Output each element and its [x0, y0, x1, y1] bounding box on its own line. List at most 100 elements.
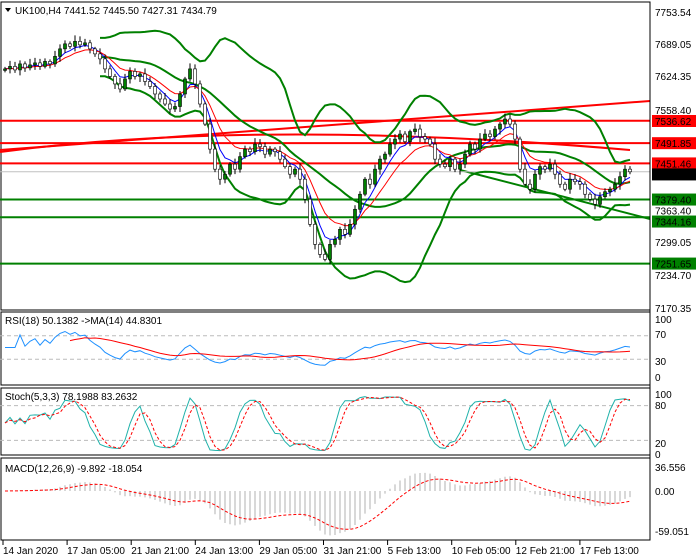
- candle-body[interactable]: [263, 146, 267, 155]
- candle-body[interactable]: [613, 183, 617, 190]
- candle-body[interactable]: [248, 148, 252, 152]
- candle-body[interactable]: [133, 71, 137, 77]
- candle-body[interactable]: [533, 173, 537, 190]
- candle-body[interactable]: [618, 176, 622, 185]
- candle-body[interactable]: [403, 133, 407, 142]
- candle-body[interactable]: [573, 178, 577, 182]
- candle-body[interactable]: [128, 71, 132, 80]
- candle-body[interactable]: [498, 123, 502, 130]
- candle-body[interactable]: [438, 158, 442, 165]
- candle-body[interactable]: [68, 43, 72, 47]
- candle-body[interactable]: [78, 41, 82, 46]
- candle-body[interactable]: [303, 178, 307, 200]
- candle-body[interactable]: [513, 123, 517, 140]
- candle-body[interactable]: [73, 41, 77, 47]
- candle-body[interactable]: [183, 78, 187, 95]
- candle-body[interactable]: [228, 163, 232, 175]
- candle-body[interactable]: [488, 133, 492, 137]
- candle-body[interactable]: [243, 148, 247, 157]
- candle-body[interactable]: [463, 153, 467, 165]
- candle-body[interactable]: [123, 78, 127, 90]
- dropdown-triangle-icon[interactable]: [5, 8, 11, 12]
- candle-body[interactable]: [538, 166, 542, 175]
- candle-body[interactable]: [628, 168, 632, 173]
- candle-body[interactable]: [523, 168, 527, 185]
- candle-body[interactable]: [308, 198, 312, 225]
- candle-body[interactable]: [258, 143, 262, 147]
- candle-body[interactable]: [48, 61, 52, 65]
- candle-body[interactable]: [468, 143, 472, 155]
- candle-body[interactable]: [368, 178, 372, 185]
- candle-body[interactable]: [108, 68, 112, 77]
- candle-body[interactable]: [373, 168, 377, 185]
- candle-body[interactable]: [283, 158, 287, 167]
- candle-body[interactable]: [83, 42, 87, 46]
- candle-body[interactable]: [358, 193, 362, 210]
- candle-body[interactable]: [253, 143, 257, 152]
- candle-body[interactable]: [378, 158, 382, 170]
- candle-body[interactable]: [18, 63, 22, 71]
- candle-body[interactable]: [298, 168, 302, 180]
- candle-body[interactable]: [103, 58, 107, 70]
- candle-body[interactable]: [53, 56, 57, 65]
- candle-body[interactable]: [453, 158, 457, 170]
- candle-body[interactable]: [118, 83, 122, 90]
- candle-body[interactable]: [343, 229, 347, 235]
- candle-body[interactable]: [583, 183, 587, 195]
- candle-body[interactable]: [93, 48, 97, 55]
- candle-body[interactable]: [138, 73, 142, 77]
- candle-body[interactable]: [458, 163, 462, 170]
- candle-body[interactable]: [88, 42, 92, 50]
- candle-body[interactable]: [203, 103, 207, 125]
- candle-body[interactable]: [603, 191, 607, 198]
- candle-body[interactable]: [423, 136, 427, 140]
- candle-body[interactable]: [353, 208, 357, 225]
- candle-body[interactable]: [333, 239, 337, 245]
- candle-body[interactable]: [388, 143, 392, 155]
- candle-body[interactable]: [23, 63, 27, 69]
- candle-body[interactable]: [623, 168, 627, 177]
- candle-body[interactable]: [238, 156, 242, 170]
- candle-body[interactable]: [168, 103, 172, 110]
- candle-body[interactable]: [338, 229, 342, 240]
- candle-body[interactable]: [553, 163, 557, 175]
- candle-body[interactable]: [473, 143, 477, 150]
- candle-body[interactable]: [418, 128, 422, 137]
- candle-body[interactable]: [8, 66, 12, 70]
- candle-body[interactable]: [58, 48, 62, 57]
- candle-body[interactable]: [433, 143, 437, 160]
- candle-body[interactable]: [3, 68, 7, 71]
- candle-body[interactable]: [213, 148, 217, 170]
- candle-body[interactable]: [13, 66, 17, 71]
- candle-body[interactable]: [408, 131, 412, 142]
- candle-body[interactable]: [113, 76, 117, 85]
- candle-body[interactable]: [178, 93, 182, 107]
- candle-body[interactable]: [518, 138, 522, 170]
- candle-body[interactable]: [288, 166, 292, 175]
- candle-body[interactable]: [563, 183, 567, 190]
- candle-body[interactable]: [153, 86, 157, 95]
- candle-body[interactable]: [478, 138, 482, 150]
- candle-body[interactable]: [33, 62, 37, 66]
- candle-body[interactable]: [428, 138, 432, 145]
- candle-body[interactable]: [278, 151, 282, 160]
- candle-body[interactable]: [188, 68, 192, 80]
- candle-body[interactable]: [608, 188, 612, 193]
- candle-body[interactable]: [493, 128, 497, 137]
- candle-body[interactable]: [218, 168, 222, 180]
- candle-body[interactable]: [208, 123, 212, 150]
- candle-body[interactable]: [443, 163, 447, 167]
- candle-body[interactable]: [193, 68, 197, 85]
- candle-body[interactable]: [483, 133, 487, 140]
- candle-body[interactable]: [233, 163, 237, 170]
- candle-body[interactable]: [148, 81, 152, 87]
- candle-body[interactable]: [273, 148, 277, 152]
- candle-body[interactable]: [318, 244, 322, 255]
- candle-body[interactable]: [143, 73, 147, 82]
- candle-body[interactable]: [158, 93, 162, 100]
- candle-body[interactable]: [393, 138, 397, 145]
- candle-body[interactable]: [98, 53, 102, 60]
- candle-body[interactable]: [548, 163, 552, 170]
- candle-body[interactable]: [448, 158, 452, 167]
